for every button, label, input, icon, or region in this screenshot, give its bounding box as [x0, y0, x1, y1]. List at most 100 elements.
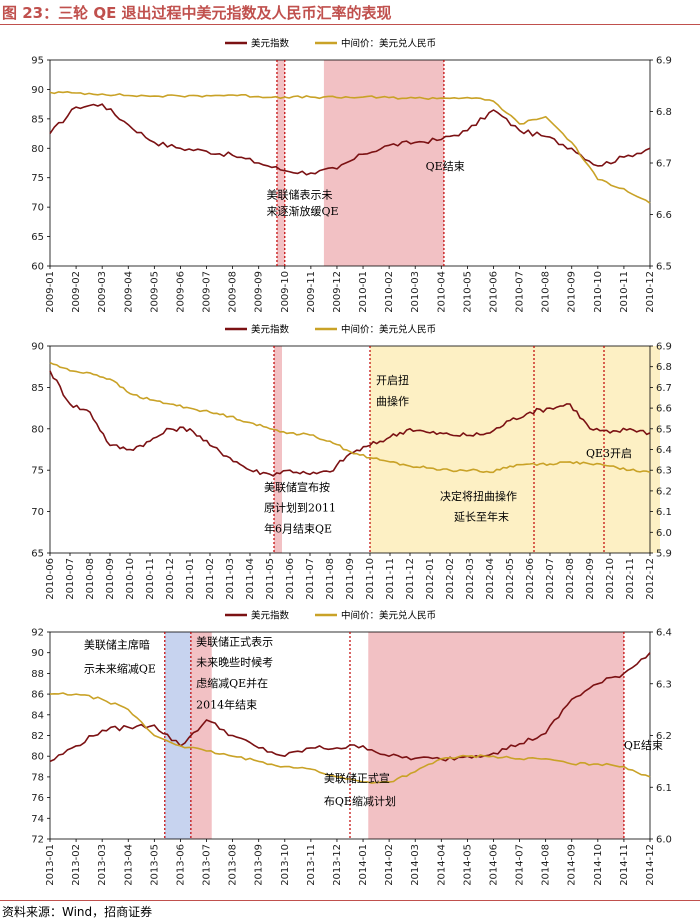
- x-tick-label: 2010-11: [145, 558, 156, 600]
- left-tick-label: 92: [31, 628, 44, 639]
- chart-annotation: 2014年结束: [196, 698, 257, 712]
- right-tick-label: 6.9: [656, 56, 672, 67]
- right-tick-label: 6.2: [656, 486, 672, 497]
- x-tick-label: 2009-07: [202, 271, 213, 313]
- chart-annotation: 决定将扭曲操作: [440, 489, 517, 503]
- series-line-dxy: [49, 370, 651, 477]
- chart-annotation: 延长至年末: [454, 510, 509, 524]
- x-tick-label: 2014-07: [515, 844, 526, 886]
- x-tick-label: 2009-09: [254, 271, 265, 313]
- left-tick-label: 75: [31, 466, 44, 477]
- series-line-cny: [49, 692, 651, 784]
- series-line-cny: [49, 91, 651, 204]
- series-line-dxy: [49, 652, 651, 763]
- x-tick-label: 2014-06: [488, 844, 499, 886]
- left-tick-label: 80: [31, 752, 44, 763]
- x-tick-label: 2014-02: [384, 844, 395, 886]
- right-tick-label: 6.8: [656, 107, 672, 118]
- right-tick-label: 6.0: [656, 528, 672, 539]
- x-tick-label: 2014-11: [619, 844, 630, 886]
- chart-annotation: 原计划到2011: [264, 502, 336, 515]
- x-tick-label: 2011-02: [205, 558, 216, 600]
- x-tick-label: 2012-08: [565, 558, 576, 600]
- x-tick-label: 2013-08: [228, 844, 239, 886]
- x-tick-label: 2010-06: [488, 271, 499, 313]
- x-tick-label: 2014-08: [541, 844, 552, 886]
- figure-title: 图 23：三轮 QE 退出过程中美元指数及人民币汇率的表现: [2, 4, 392, 22]
- x-tick-label: 2011-04: [245, 558, 256, 600]
- x-tick-label: 2010-03: [410, 271, 421, 313]
- left-tick-label: 80: [31, 144, 44, 155]
- left-tick-label: 60: [31, 262, 44, 273]
- left-tick-label: 76: [31, 793, 44, 804]
- left-tick-label: 75: [31, 173, 44, 184]
- x-tick-label: 2010-12: [165, 558, 176, 600]
- x-tick-label: 2010-04: [436, 271, 447, 313]
- x-tick-label: 2012-07: [545, 558, 556, 600]
- x-tick-label: 2009-12: [332, 271, 343, 313]
- x-tick-label: 2011-11: [385, 558, 396, 600]
- title-divider: [0, 24, 700, 25]
- x-tick-label: 2013-11: [306, 844, 317, 886]
- left-tick-label: 70: [31, 203, 44, 214]
- x-tick-label: 2011-09: [345, 558, 356, 600]
- shade-region-2: [370, 346, 660, 553]
- left-tick-label: 65: [31, 549, 44, 560]
- x-tick-label: 2012-03: [465, 558, 476, 600]
- right-tick-label: 5.9: [656, 549, 672, 560]
- x-tick-label: 2009-02: [71, 271, 82, 313]
- x-tick-label: 2013-07: [202, 844, 213, 886]
- x-tick-label: 2011-01: [185, 558, 196, 600]
- chart-1: 60 65 70 75 80 85 90 95 6.5 6.6 6.7 6.8 6.9 2009-01 20…: [31, 38, 672, 313]
- x-tick-label: 2013-02: [71, 844, 82, 886]
- right-tick-label: 6.0: [656, 835, 672, 846]
- chart-annotation: 美联储正式表示: [196, 634, 273, 648]
- left-tick-label: 80: [31, 424, 44, 435]
- figure-title-bar: 图 23：三轮 QE 退出过程中美元指数及人民币汇率的表现: [0, 0, 700, 25]
- right-tick-label: 6.3: [656, 679, 672, 690]
- shade-region-1: [276, 60, 285, 266]
- x-tick-label: 2009-05: [149, 271, 160, 313]
- x-tick-label: 2013-09: [254, 844, 265, 886]
- x-tick-label: 2014-03: [410, 844, 421, 886]
- x-tick-label: 2011-03: [225, 558, 236, 600]
- x-tick-label: 2009-04: [123, 271, 134, 313]
- x-tick-label: 2012-01: [425, 558, 436, 600]
- chart-annotation: 美联储正式宣: [324, 771, 390, 785]
- left-tick-label: 65: [31, 232, 44, 243]
- shade-region-2: [190, 632, 212, 839]
- left-tick-label: 72: [31, 835, 44, 846]
- x-tick-label: 2010-05: [462, 271, 473, 313]
- left-tick-label: 86: [31, 690, 44, 701]
- left-tick-label: 85: [31, 383, 44, 394]
- legend-label-cny: 中间价：美元兑人民币: [341, 324, 436, 336]
- x-tick-label: 2010-07: [65, 558, 76, 600]
- footer-divider: [0, 900, 700, 901]
- x-tick-label: 2014-04: [436, 844, 447, 886]
- chart-annotation: 虑缩减QE并在: [196, 676, 268, 690]
- chart-annotation: 未来晚些时候考: [196, 655, 273, 669]
- legend-label-cny: 中间价：美元兑人民币: [341, 38, 436, 50]
- x-tick-label: 2010-06: [45, 558, 56, 600]
- chart-annotation: 来逐渐放缓QE: [267, 204, 339, 218]
- x-tick-label: 2011-06: [285, 558, 296, 600]
- x-tick-label: 2009-03: [97, 271, 108, 313]
- left-tick-label: 74: [31, 814, 44, 825]
- left-tick-label: 95: [31, 56, 44, 67]
- right-tick-label: 6.5: [656, 424, 672, 435]
- chart-annotation: 开启扭: [376, 373, 409, 387]
- left-tick-label: 85: [31, 114, 44, 125]
- x-tick-label: 2013-04: [123, 844, 134, 886]
- x-tick-label: 2013-01: [45, 844, 56, 886]
- x-tick-label: 2011-05: [265, 558, 276, 600]
- chart-annotation: 美联储主席暗: [84, 638, 150, 652]
- chart-annotation: 示未来缩减QE: [84, 662, 156, 675]
- left-tick-label: 78: [31, 772, 44, 783]
- chart-annotation: 曲操作: [376, 394, 409, 408]
- right-tick-label: 6.7: [656, 159, 672, 170]
- right-tick-label: 6.1: [656, 507, 672, 518]
- legend-label-dxy: 美元指数: [251, 610, 290, 622]
- x-tick-label: 2009-11: [306, 271, 317, 313]
- x-tick-label: 2014-05: [462, 844, 473, 886]
